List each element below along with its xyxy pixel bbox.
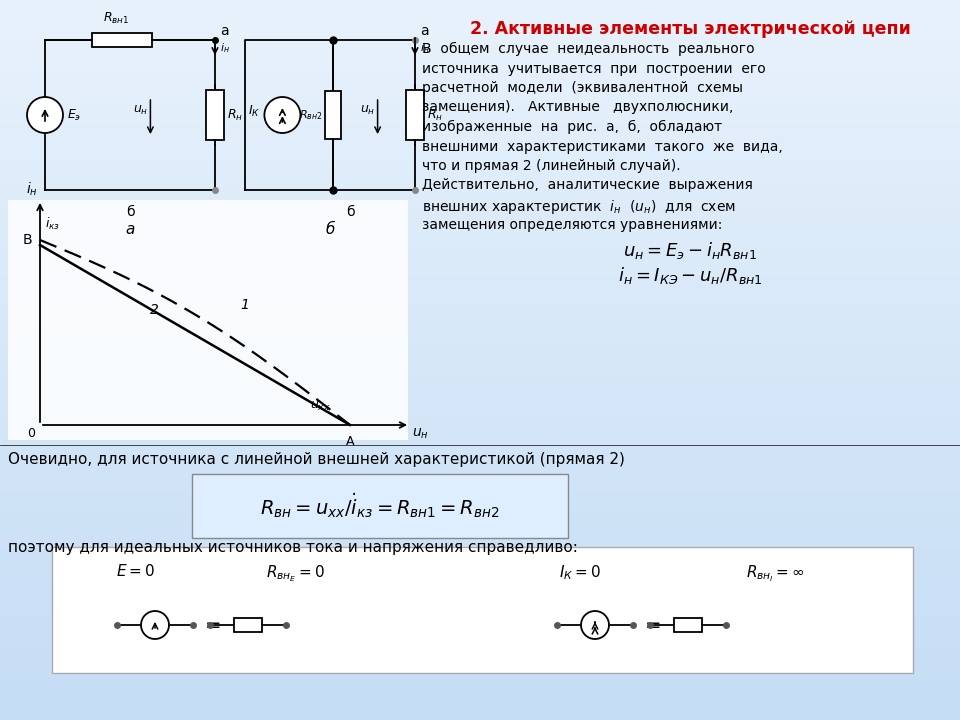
Text: $I_К$: $I_К$: [249, 104, 260, 119]
Circle shape: [581, 611, 609, 639]
Text: $R_н$: $R_н$: [227, 107, 243, 122]
Text: a: a: [220, 24, 228, 38]
Text: A: A: [346, 435, 354, 448]
Text: $u_н$: $u_н$: [360, 104, 375, 117]
Text: Очевидно, для источника с линейной внешней характеристикой (прямая 2): Очевидно, для источника с линейной внешн…: [8, 452, 625, 467]
Text: изображенные  на  рис.  а,  б,  обладают: изображенные на рис. а, б, обладают: [422, 120, 722, 134]
Text: 1: 1: [240, 298, 249, 312]
Bar: [234, 618, 262, 632]
Bar: [8, 200, 408, 440]
Text: $R_н$: $R_н$: [427, 107, 444, 122]
Bar: [415, 0, 960, 260]
Text: $R_{вн} = u_{хх}/\dot{i}_{кз} = R_{вн1} = R_{вн2}$: $R_{вн} = u_{хх}/\dot{i}_{кз} = R_{вн1} …: [260, 492, 500, 521]
Text: $i_н$: $i_н$: [420, 41, 430, 55]
Text: 0: 0: [27, 427, 35, 440]
Text: Действительно,  аналитические  выражения: Действительно, аналитические выражения: [422, 179, 753, 192]
Text: a: a: [420, 24, 428, 38]
Bar: [406, 90, 424, 140]
Bar: [325, 91, 342, 139]
Text: $i_н$: $i_н$: [220, 41, 229, 55]
Circle shape: [27, 97, 63, 133]
Text: источника  учитывается  при  построении  его: источника учитывается при построении его: [422, 61, 766, 76]
Text: $u_{хх}$: $u_{хх}$: [310, 400, 330, 413]
Text: что и прямая 2 (линейный случай).: что и прямая 2 (линейный случай).: [422, 159, 681, 173]
Bar: [674, 618, 702, 632]
Text: замещения).   Активные   двухполюсники,: замещения). Активные двухполюсники,: [422, 101, 733, 114]
Text: =: =: [645, 616, 661, 634]
Text: $R_{вн2}$: $R_{вн2}$: [299, 108, 323, 122]
Bar: [206, 90, 224, 140]
Text: замещения определяются уравнениями:: замещения определяются уравнениями:: [422, 217, 722, 232]
Text: 2. Активные элементы электрической цепи: 2. Активные элементы электрической цепи: [469, 20, 910, 38]
Text: $R_{вн1}$: $R_{вн1}$: [104, 11, 130, 26]
Circle shape: [264, 97, 300, 133]
Text: б: б: [325, 222, 335, 237]
Text: б: б: [126, 205, 134, 219]
Text: $R_{вн_I} = \infty$: $R_{вн_I} = \infty$: [746, 563, 804, 584]
Text: $E_э$: $E_э$: [67, 107, 82, 122]
Text: поэтому для идеальных источников тока и напряжения справедливо:: поэтому для идеальных источников тока и …: [8, 540, 578, 555]
Text: внешними  характеристиками  такого  же  вида,: внешними характеристиками такого же вида…: [422, 140, 782, 153]
Circle shape: [141, 611, 169, 639]
Bar: [91, 33, 152, 47]
FancyBboxPatch shape: [192, 474, 568, 538]
Text: $i_{кз}$: $i_{кз}$: [45, 216, 60, 232]
Text: $u_н$: $u_н$: [132, 104, 148, 117]
Text: 2: 2: [150, 303, 158, 317]
Text: $I_К = 0$: $I_К = 0$: [559, 563, 601, 582]
Text: б: б: [346, 205, 354, 219]
Text: $E = 0$: $E = 0$: [115, 563, 155, 579]
Text: В  общем  случае  неидеальность  реального: В общем случае неидеальность реального: [422, 42, 755, 56]
Text: $i_н$: $i_н$: [26, 181, 38, 198]
Text: а: а: [126, 222, 134, 237]
Text: расчетной  модели  (эквивалентной  схемы: расчетной модели (эквивалентной схемы: [422, 81, 743, 95]
Text: $R_{вн_E} = 0$: $R_{вн_E} = 0$: [266, 563, 324, 584]
Text: $i_н = I_{КЭ} - u_н/R_{вн1}$: $i_н = I_{КЭ} - u_н/R_{вн1}$: [617, 265, 762, 286]
Text: внешних характеристик  $i_н$  $(u_н)$  для  схем: внешних характеристик $i_н$ $(u_н)$ для …: [422, 198, 736, 216]
Text: $u_н$: $u_н$: [412, 427, 429, 441]
Text: $u_н = E_э - i_н R_{вн1}$: $u_н = E_э - i_н R_{вн1}$: [623, 240, 756, 261]
Text: =: =: [205, 616, 222, 634]
Text: B: B: [22, 233, 32, 247]
FancyBboxPatch shape: [52, 547, 913, 673]
